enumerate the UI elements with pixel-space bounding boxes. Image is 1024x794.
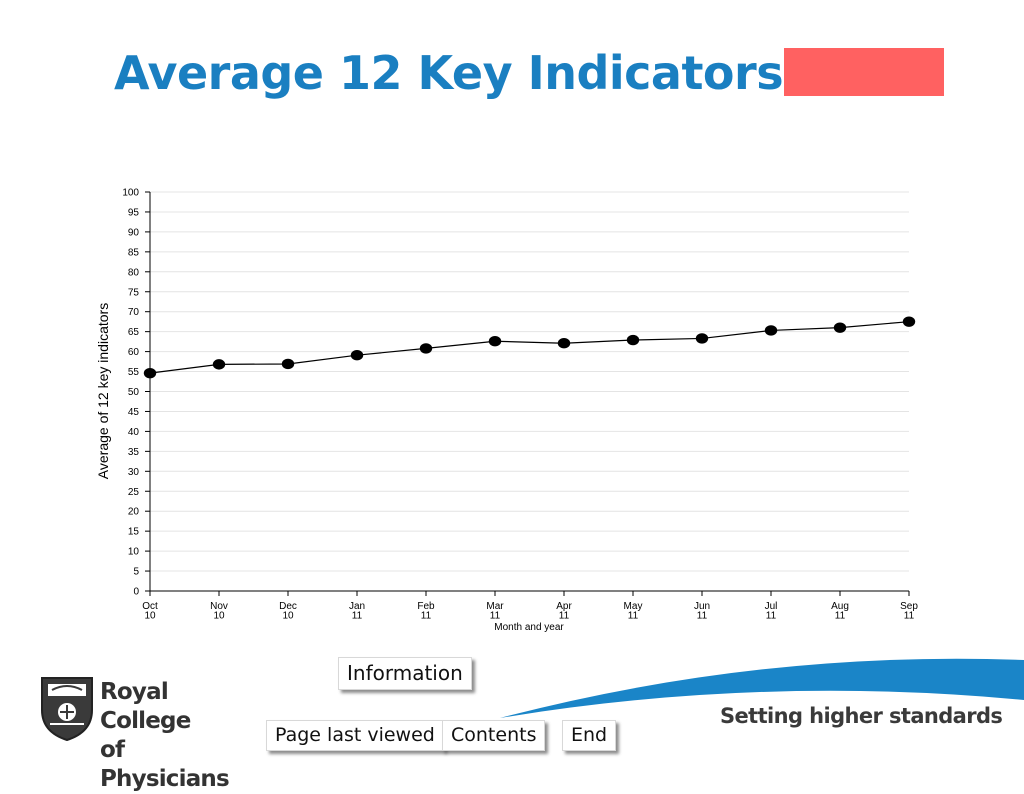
y-tick-label: 40 [128, 427, 140, 438]
x-tick-label: Aug 11 [831, 601, 849, 622]
chart-gridlines [150, 191, 909, 572]
data-point [281, 358, 295, 370]
slide-title: Average 12 Key Indicators [114, 46, 784, 100]
information-button[interactable]: Information [338, 657, 472, 690]
y-tick-label: 35 [128, 447, 140, 458]
page-last-viewed-button[interactable]: Page last viewed [266, 720, 444, 751]
x-tick-label: Dec 10 [279, 601, 297, 622]
data-point [212, 359, 226, 370]
y-tick-label: 50 [128, 387, 140, 398]
y-tick-label: 65 [128, 327, 140, 338]
data-point [143, 367, 157, 379]
y-tick-label: 30 [128, 467, 140, 478]
data-point [833, 322, 847, 333]
end-button[interactable]: End [562, 720, 617, 751]
x-tick-label: Nov 10 [210, 601, 228, 622]
rcp-logo: Royal College of Physicians [38, 674, 258, 792]
y-tick-label: 25 [128, 487, 140, 498]
data-series [143, 316, 916, 379]
x-tick-label: Mar 11 [486, 601, 504, 622]
y-tick-label: 55 [128, 367, 140, 378]
x-axis-ticks: Oct 10 Nov 10 Dec 10 Jan 11 Feb 11 Mar 11 Apr 11 May 11… [142, 591, 918, 622]
x-tick-label: Oct 10 [142, 601, 158, 622]
y-axis-label: Average of 12 key indicators [95, 303, 111, 479]
x-tick-label: Apr 11 [556, 601, 572, 622]
y-axis-ticks: 0 5 10 15 20 25 30 35 40 45 50 55 60 65 70 75 80 85 90 95 10… [122, 188, 150, 598]
x-tick-label: Jan 11 [349, 601, 365, 622]
y-tick-label: 15 [128, 527, 140, 538]
contents-button[interactable]: Contents [442, 720, 546, 751]
data-point [557, 338, 571, 349]
x-tick-label: Feb 11 [417, 601, 435, 622]
crest-icon [41, 677, 93, 742]
data-point [488, 336, 502, 347]
status-indicator [784, 48, 944, 96]
x-tick-label: May 11 [624, 601, 643, 622]
line-chart: 0 5 10 15 20 25 30 35 40 45 50 55 60 65 70 75 80 85 90 95 10… [95, 188, 918, 634]
y-tick-label: 80 [128, 267, 140, 278]
data-point [764, 325, 778, 336]
data-point [626, 334, 640, 346]
y-tick-label: 60 [128, 347, 140, 358]
data-point [419, 343, 433, 354]
y-tick-label: 75 [128, 287, 140, 298]
x-axis-label: Month and year [494, 622, 564, 633]
y-tick-label: 10 [128, 547, 140, 558]
x-tick-label: Sep 11 [900, 601, 918, 622]
data-point [350, 349, 364, 361]
x-tick-label: Jul 11 [765, 601, 778, 622]
x-tick-label: Jun 11 [694, 601, 710, 622]
logo-line-1: Royal College [100, 679, 191, 734]
y-tick-label: 20 [128, 507, 140, 518]
series-line [149, 321, 910, 374]
y-tick-label: 95 [128, 207, 140, 218]
y-tick-label: 70 [128, 307, 140, 318]
y-tick-label: 45 [128, 407, 140, 418]
data-point [902, 316, 916, 327]
y-tick-label: 0 [133, 587, 139, 598]
y-tick-label: 85 [128, 247, 140, 258]
y-tick-label: 100 [122, 188, 139, 199]
tagline: Setting higher standards [720, 704, 1003, 728]
data-point [695, 333, 709, 344]
footer-swoosh [500, 658, 1024, 718]
y-tick-label: 90 [128, 227, 140, 238]
logo-wordmark: Royal College of Physicians [100, 678, 258, 794]
y-tick-label: 5 [133, 567, 139, 578]
logo-line-2: of Physicians [100, 737, 230, 792]
